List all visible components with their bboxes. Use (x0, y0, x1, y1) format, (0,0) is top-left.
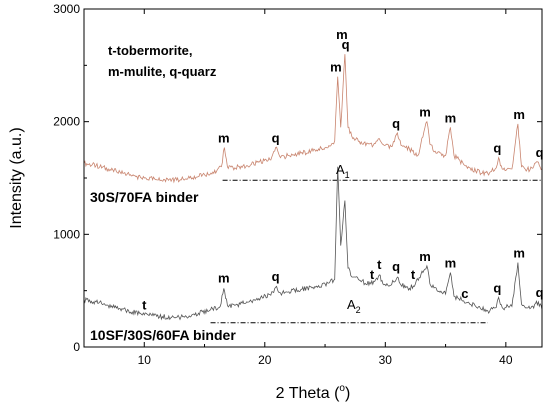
series-line-bottom (83, 166, 543, 321)
series-label-top: 30S/70FA binder (90, 189, 199, 205)
peak-label-top-2: m (330, 60, 342, 75)
amorphous-label-bottom-main: A (347, 297, 356, 312)
peak-label-bottom-4: t (377, 257, 382, 272)
amorphous-label-top: A1 (336, 162, 350, 180)
y-tick-label-1000: 1000 (53, 227, 80, 241)
peak-label-top-4: q (342, 37, 350, 52)
amorphous-label-bottom-sub: 2 (356, 305, 361, 315)
x-axis-title-degree: o (339, 383, 345, 394)
x-axis-title-main: 2 Theta ( (276, 385, 340, 402)
legend-note: t-tobermorite, m-mulite, q-quarz (108, 43, 217, 79)
x-axis-title: 2 Theta (o) (276, 383, 351, 402)
amorphous-label-top-main: A (336, 162, 345, 177)
peak-label-top-9: m (513, 107, 525, 122)
x-axis-title-close: ) (345, 385, 350, 402)
y-axis-title: Intensity (a.u.) (8, 127, 25, 228)
plot-frame (83, 8, 543, 348)
x-tick-label-30: 30 (379, 353, 393, 367)
peak-label-bottom-10: q (493, 280, 501, 295)
amorphous-label-top-sub: 1 (345, 170, 350, 180)
peak-label-bottom-1: m (218, 270, 230, 285)
peak-label-bottom-8: m (445, 256, 457, 271)
axes-layer (83, 8, 543, 348)
peak-label-bottom-12: q (536, 285, 544, 300)
peak-label-top-6: m (419, 105, 431, 120)
y-tick-label-3000: 3000 (53, 2, 80, 16)
peak-label-bottom-7: m (419, 249, 431, 264)
peak-label-bottom-11: m (513, 246, 525, 261)
peak-label-top-0: m (218, 131, 230, 146)
peak-label-top-7: m (445, 110, 457, 125)
peak-label-bottom-2: q (272, 269, 280, 284)
peak-label-bottom-3: t (370, 267, 375, 282)
y-tick-label-2000: 2000 (53, 115, 80, 129)
ticks-layer: 10 20 30 40 0 1000 2000 3000 (53, 2, 542, 367)
legend-note-line-1: t-tobermorite, (108, 43, 193, 58)
series-label-bottom: 10SF/30S/60FA binder (90, 327, 236, 343)
peak-label-top-10: q (536, 145, 544, 160)
x-tick-label-20: 20 (258, 353, 272, 367)
series-line-top (83, 54, 543, 184)
peak-label-top-3: m (336, 27, 348, 42)
amorphous-label-bottom: A2 (347, 297, 361, 315)
x-tick-label-10: 10 (138, 353, 152, 367)
peak-label-top-1: q (272, 131, 280, 146)
legend-note-line-2: m-mulite, q-quarz (108, 64, 217, 79)
peak-label-bottom-0: t (142, 297, 147, 312)
peak-label-bottom-9: c (461, 286, 468, 301)
peak-label-top-5: q (392, 116, 400, 131)
peak-label-bottom-6: t (411, 267, 416, 282)
peak-label-top-8: q (493, 141, 501, 156)
x-tick-label-40: 40 (499, 353, 513, 367)
y-tick-label-0: 0 (73, 340, 80, 354)
peak-label-bottom-5: q (392, 259, 400, 274)
